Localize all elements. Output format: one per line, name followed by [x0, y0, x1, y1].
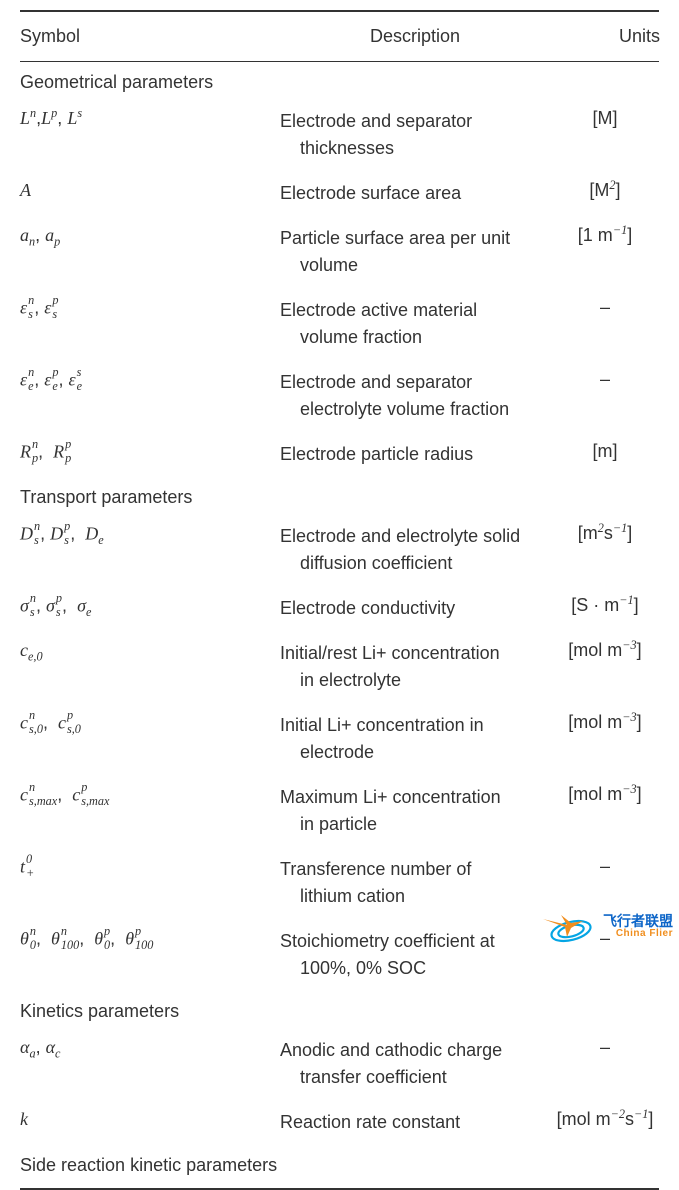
desc-L: Electrode and separator thicknesses: [280, 108, 550, 162]
symbol-eps-s: εns, εps: [20, 297, 280, 320]
symbol-a: an, ap: [20, 225, 280, 246]
desc-Ds: Electrode and electrolyte solid diffusio…: [280, 523, 550, 577]
symbol-alpha: αa, αc: [20, 1037, 280, 1058]
table-row: αa, αc Anodic and cathodic charge transf…: [20, 1028, 659, 1100]
table-row: Dns, Dps, De Electrode and electrolyte s…: [20, 514, 659, 586]
symbol-Rp: Rnp, Rpp: [20, 441, 280, 464]
units-cs0: [mol m−3]: [550, 712, 660, 733]
desc-k: Reaction rate constant: [280, 1109, 550, 1136]
table-row: Rnp, Rpp Electrode particle radius [m]: [20, 432, 659, 477]
table-row: A Electrode surface area [M2]: [20, 171, 659, 216]
units-alpha: –: [550, 1037, 660, 1058]
section-transport: Transport parameters: [20, 477, 659, 514]
watermark-en: China Flier: [616, 929, 673, 940]
units-sigma: [S · m−1]: [550, 595, 660, 616]
table-row: σns, σps, σe Electrode conductivity [S ·…: [20, 586, 659, 631]
units-Rp: [m]: [550, 441, 660, 462]
table-row: ce,0 Initial/rest Li+ concentration in e…: [20, 631, 659, 703]
symbol-theta: θn0, θn100, θp0, θp100: [20, 928, 280, 951]
table-row: an, ap Particle surface area per unit vo…: [20, 216, 659, 288]
desc-eps-s: Electrode active material volume fractio…: [280, 297, 550, 351]
section-label: Transport parameters: [20, 487, 192, 507]
header-description: Description: [280, 26, 550, 47]
section-label: Side reaction kinetic parameters: [20, 1155, 277, 1175]
watermark-text: 飞行者联盟 China Flier: [603, 914, 673, 939]
table-row: εns, εps Electrode active material volum…: [20, 288, 659, 360]
symbol-L: Ln,Lp, Ls: [20, 108, 280, 129]
symbol-csmax: cns,max, cps,max: [20, 784, 280, 807]
section-kinetics: Kinetics parameters: [20, 991, 659, 1028]
section-side: Side reaction kinetic parameters: [20, 1145, 659, 1182]
desc-alpha: Anodic and cathodic charge transfer coef…: [280, 1037, 550, 1091]
symbol-ce0: ce,0: [20, 640, 280, 661]
units-A: [M2]: [550, 180, 660, 201]
desc-theta: Stoichiometry coefficient at 100%, 0% SO…: [280, 928, 550, 982]
section-label: Kinetics parameters: [20, 1001, 179, 1021]
section-label: Geometrical parameters: [20, 72, 213, 92]
symbol-A: A: [20, 180, 280, 201]
desc-Rp: Electrode particle radius: [280, 441, 550, 468]
header-symbol: Symbol: [20, 26, 280, 47]
desc-eps-e: Electrode and separator electrolyte volu…: [280, 369, 550, 423]
symbol-eps-e: εne, εpe, εse: [20, 369, 280, 392]
units-eps-e: –: [550, 369, 660, 390]
desc-sigma: Electrode conductivity: [280, 595, 550, 622]
units-k: [mol m−2s−1]: [550, 1109, 660, 1130]
units-tplus: –: [550, 856, 660, 877]
table-row: cns,0, cps,0 Initial Li+ concentration i…: [20, 703, 659, 775]
table-body: Geometrical parameters Ln,Lp, Ls Electro…: [20, 62, 659, 1188]
section-geometrical: Geometrical parameters: [20, 62, 659, 99]
symbol-Ds: Dns, Dps, De: [20, 523, 280, 546]
parameters-table: Symbol Description Units Geometrical par…: [20, 10, 659, 1190]
units-a: [1 m−1]: [550, 225, 660, 246]
units-csmax: [mol m−3]: [550, 784, 660, 805]
units-L: [M]: [550, 108, 660, 129]
watermark: 飞行者联盟 China Flier: [537, 905, 673, 949]
table-row: Ln,Lp, Ls Electrode and separator thickn…: [20, 99, 659, 171]
desc-tplus: Transference number of lithium cation: [280, 856, 550, 910]
desc-csmax: Maximum Li+ concentration in particle: [280, 784, 550, 838]
desc-a: Particle surface area per unit volume: [280, 225, 550, 279]
units-eps-s: –: [550, 297, 660, 318]
units-Ds: [m2s−1]: [550, 523, 660, 544]
table-row: εne, εpe, εse Electrode and separator el…: [20, 360, 659, 432]
table-row: cns,max, cps,max Maximum Li+ concentrati…: [20, 775, 659, 847]
desc-ce0: Initial/rest Li+ concentration in electr…: [280, 640, 550, 694]
watermark-cn: 飞行者联盟: [603, 914, 673, 929]
symbol-sigma: σns, σps, σe: [20, 595, 280, 618]
symbol-tplus: t0+: [20, 856, 280, 879]
table-row: k Reaction rate constant [mol m−2s−1]: [20, 1100, 659, 1145]
desc-cs0: Initial Li+ concentration in electrode: [280, 712, 550, 766]
desc-A: Electrode surface area: [280, 180, 550, 207]
table-header-row: Symbol Description Units: [20, 12, 659, 62]
units-ce0: [mol m−3]: [550, 640, 660, 661]
symbol-k: k: [20, 1109, 280, 1130]
globe-plane-icon: [537, 905, 597, 949]
header-units: Units: [550, 26, 660, 47]
symbol-cs0: cns,0, cps,0: [20, 712, 280, 735]
